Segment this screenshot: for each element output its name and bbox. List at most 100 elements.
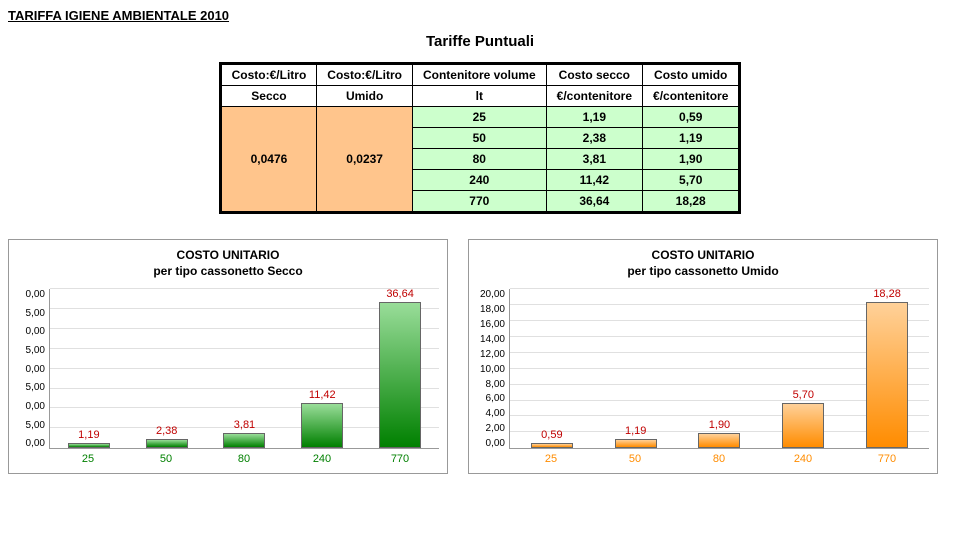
bar bbox=[698, 433, 740, 448]
y-axis: 0,00 2,00 4,00 6,00 8,00 10,00 12,00 14,00 16,00… bbox=[477, 289, 509, 449]
umido-cell: 0,59 bbox=[643, 107, 740, 128]
secco-cell: 11,42 bbox=[546, 170, 642, 191]
x-tick-label: 25 bbox=[509, 449, 593, 465]
col-subheader: €/contenitore bbox=[643, 86, 740, 107]
bar-value-label: 36,64 bbox=[386, 288, 414, 300]
bar bbox=[146, 439, 188, 449]
chart-title-line2: per tipo cassonetto Umido bbox=[627, 264, 778, 278]
x-tick-label: 770 bbox=[361, 449, 439, 465]
col-header: Costo:€/Litro bbox=[317, 64, 413, 86]
bar bbox=[531, 443, 573, 448]
x-tick-label: 50 bbox=[593, 449, 677, 465]
bar-value-label: 1,90 bbox=[709, 419, 730, 431]
y-tick-label: 8,00 bbox=[477, 379, 505, 390]
charts-container: COSTO UNITARIO per tipo cassonetto Secco… bbox=[8, 239, 952, 474]
chart-title-line1: COSTO UNITARIO bbox=[177, 248, 280, 262]
col-header: Costo secco bbox=[546, 64, 642, 86]
col-subheader: Secco bbox=[220, 86, 317, 107]
x-tick-label: 80 bbox=[677, 449, 761, 465]
y-tick-label: 0,00 bbox=[17, 289, 45, 300]
bar-group: 1,90 bbox=[689, 419, 749, 448]
umido-cell: 18,28 bbox=[643, 191, 740, 213]
secco-cell: 2,38 bbox=[546, 128, 642, 149]
y-tick-label: 5,00 bbox=[17, 345, 45, 356]
table-header-row-2: Secco Umido lt €/contenitore €/contenito… bbox=[220, 86, 740, 107]
bar-value-label: 1,19 bbox=[625, 425, 646, 437]
vol-cell: 770 bbox=[412, 191, 546, 213]
x-tick-label: 240 bbox=[283, 449, 361, 465]
vol-cell: 50 bbox=[412, 128, 546, 149]
y-tick-label: 0,00 bbox=[17, 326, 45, 337]
y-tick-label: 2,00 bbox=[477, 423, 505, 434]
y-axis: 0,00 5,00 0,00 5,00 0,00 5,00 0,00 5,00 0,00 bbox=[17, 289, 49, 449]
bar bbox=[379, 302, 421, 449]
bar-group: 5,70 bbox=[773, 389, 833, 449]
bar-value-label: 18,28 bbox=[873, 288, 901, 300]
page-header-title: TARIFFA IGIENE AMBIENTALE 2010 bbox=[8, 8, 952, 23]
y-tick-label: 5,00 bbox=[17, 308, 45, 319]
y-tick-label: 4,00 bbox=[477, 408, 505, 419]
x-axis: 255080240770 bbox=[49, 449, 439, 465]
table-row: 0,0476 0,0237 25 1,19 0,59 bbox=[220, 107, 740, 128]
chart-umido: COSTO UNITARIO per tipo cassonetto Umido… bbox=[468, 239, 938, 474]
y-tick-label: 18,00 bbox=[477, 304, 505, 315]
bar bbox=[615, 439, 657, 449]
bar-value-label: 0,59 bbox=[541, 429, 562, 441]
bar-group: 1,19 bbox=[606, 425, 666, 449]
x-tick-label: 50 bbox=[127, 449, 205, 465]
x-tick-label: 25 bbox=[49, 449, 127, 465]
y-tick-label: 0,00 bbox=[17, 438, 45, 449]
col-header: Contenitore volume bbox=[412, 64, 546, 86]
umido-cell: 1,19 bbox=[643, 128, 740, 149]
section-title: Tariffe Puntuali bbox=[8, 33, 952, 50]
x-tick-label: 770 bbox=[845, 449, 929, 465]
bar-group: 1,19 bbox=[59, 429, 119, 448]
vol-cell: 240 bbox=[412, 170, 546, 191]
bar-group: 18,28 bbox=[857, 288, 917, 448]
col-subheader: €/contenitore bbox=[546, 86, 642, 107]
y-tick-label: 0,00 bbox=[477, 438, 505, 449]
bar bbox=[301, 403, 343, 449]
col-header: Costo:€/Litro bbox=[220, 64, 317, 86]
bar bbox=[223, 433, 265, 448]
bar bbox=[782, 403, 824, 449]
y-tick-label: 5,00 bbox=[17, 382, 45, 393]
vol-cell: 25 bbox=[412, 107, 546, 128]
bar-value-label: 3,81 bbox=[234, 419, 255, 431]
col-subheader: Umido bbox=[317, 86, 413, 107]
bar-group: 36,64 bbox=[370, 288, 430, 449]
y-tick-label: 6,00 bbox=[477, 393, 505, 404]
chart-title: COSTO UNITARIO per tipo cassonetto Umido bbox=[477, 248, 929, 279]
chart-secco: COSTO UNITARIO per tipo cassonetto Secco… bbox=[8, 239, 448, 474]
y-tick-label: 10,00 bbox=[477, 364, 505, 375]
y-tick-label: 5,00 bbox=[17, 420, 45, 431]
col-header: Costo umido bbox=[643, 64, 740, 86]
bar bbox=[68, 443, 110, 448]
y-tick-label: 0,00 bbox=[17, 364, 45, 375]
umido-cell: 1,90 bbox=[643, 149, 740, 170]
y-tick-label: 12,00 bbox=[477, 349, 505, 360]
y-tick-label: 16,00 bbox=[477, 319, 505, 330]
x-tick-label: 240 bbox=[761, 449, 845, 465]
y-tick-label: 20,00 bbox=[477, 289, 505, 300]
chart-area: 0,00 5,00 0,00 5,00 0,00 5,00 0,00 5,00 0,00 1,1… bbox=[17, 289, 439, 449]
secco-cell: 1,19 bbox=[546, 107, 642, 128]
x-axis: 255080240770 bbox=[509, 449, 929, 465]
chart-title: COSTO UNITARIO per tipo cassonetto Secco bbox=[17, 248, 439, 279]
vol-cell: 80 bbox=[412, 149, 546, 170]
bars-container: 0,59 1,19 1,90 5,70 18,28 bbox=[510, 289, 929, 448]
y-tick-label: 0,00 bbox=[17, 401, 45, 412]
tariffe-table: Costo:€/Litro Costo:€/Litro Contenitore … bbox=[219, 62, 742, 214]
table-header-row-1: Costo:€/Litro Costo:€/Litro Contenitore … bbox=[220, 64, 740, 86]
bar-group: 0,59 bbox=[522, 429, 582, 448]
plot-area: 1,192,383,8111,4236,64 bbox=[49, 289, 439, 449]
chart-title-line2: per tipo cassonetto Secco bbox=[153, 264, 302, 278]
bar-group: 11,42 bbox=[292, 389, 352, 449]
y-tick-label: 14,00 bbox=[477, 334, 505, 345]
col-subheader: lt bbox=[412, 86, 546, 107]
bar bbox=[866, 302, 908, 448]
chart-title-line1: COSTO UNITARIO bbox=[652, 248, 755, 262]
bar-value-label: 5,70 bbox=[793, 389, 814, 401]
bar-value-label: 1,19 bbox=[78, 429, 99, 441]
umido-cell: 5,70 bbox=[643, 170, 740, 191]
